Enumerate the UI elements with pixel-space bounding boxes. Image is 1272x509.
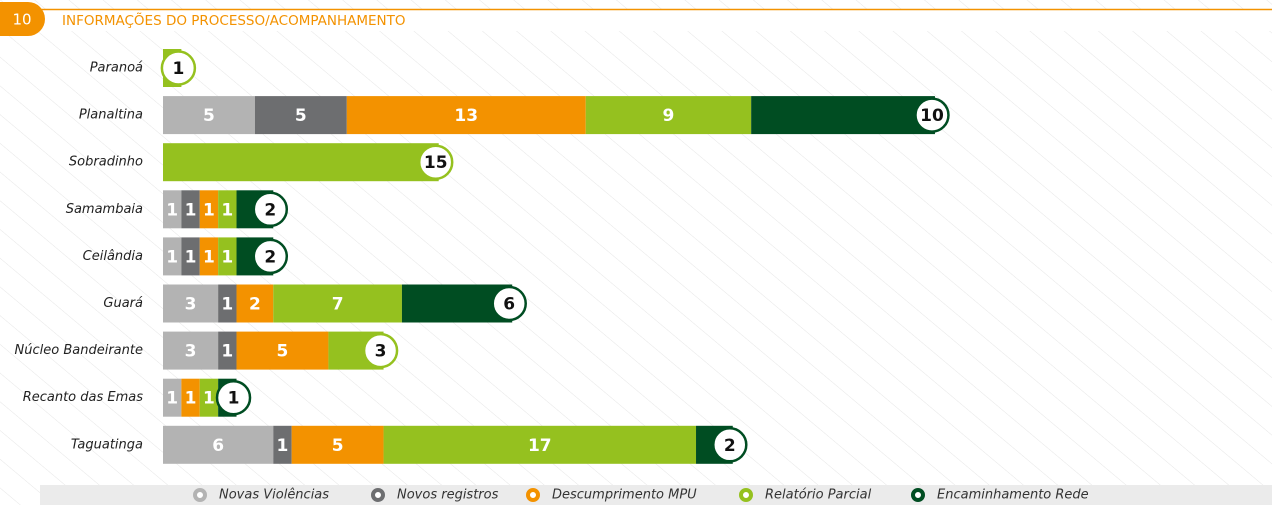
data-label: 2: [264, 247, 276, 267]
legend-marker: [911, 488, 925, 502]
data-label: 5: [295, 106, 307, 126]
bar-segment: [163, 425, 274, 464]
bar-segment: [383, 425, 697, 464]
legend-marker: [526, 488, 540, 502]
bar-segment: [163, 190, 182, 229]
section-number: 10: [12, 11, 31, 29]
bar-segment: [236, 284, 274, 323]
data-label: 1: [185, 200, 197, 220]
category-label: Planaltina: [79, 108, 143, 123]
data-label: 1: [221, 200, 233, 220]
data-label: 1: [166, 200, 178, 220]
legend-label: Relatório Parcial: [765, 488, 872, 503]
category-label: Sobradinho: [69, 155, 143, 170]
data-label: 2: [724, 436, 736, 456]
bar-segment: [346, 96, 586, 135]
data-label: 1: [203, 200, 215, 220]
bar-segment: [199, 190, 219, 229]
bar-segment: [273, 284, 402, 323]
data-label: 1: [221, 342, 233, 362]
header-bg: [0, 9, 1272, 31]
bar-segment: [163, 378, 182, 417]
bar-segment: [218, 190, 237, 229]
legend-marker: [739, 488, 753, 502]
data-label: 1: [185, 247, 197, 267]
value-badge: [491, 285, 527, 322]
data-label: 2: [264, 200, 276, 220]
legend-marker: [371, 488, 385, 502]
section-badge: [0, 2, 45, 36]
bar-segment: [163, 331, 219, 370]
data-label: 1: [172, 59, 184, 79]
bar-segment: [236, 331, 329, 370]
category-label: Paranoá: [90, 61, 143, 76]
data-label: 13: [454, 106, 478, 126]
data-label: 5: [332, 436, 344, 456]
data-label: 15: [424, 153, 448, 173]
bar-segment: [273, 425, 292, 464]
legend-label: Encaminhamento Rede: [937, 488, 1089, 503]
data-label: 6: [212, 436, 224, 456]
data-label: 1: [166, 247, 178, 267]
data-label: 5: [277, 342, 289, 362]
value-badge: [252, 191, 289, 228]
data-label: 3: [375, 342, 387, 362]
bar-segment: [218, 331, 237, 370]
bar-segment: [199, 237, 219, 276]
data-label: 2: [249, 295, 261, 315]
data-label: 1: [221, 295, 233, 315]
bar-segment: [163, 96, 255, 135]
legend-marker: [193, 488, 207, 502]
category-label: Núcleo Bandeirante: [15, 343, 143, 358]
data-label: 1: [203, 247, 215, 267]
data-label: 17: [528, 436, 552, 456]
category-label: Recanto das Emas: [23, 390, 144, 405]
legend-label: Novos registros: [397, 488, 499, 503]
chart-title: INFORMAÇÕES DO PROCESSO/ACOMPANHAMENTO: [62, 12, 406, 29]
legend-bg: [40, 485, 1272, 505]
bar-segment: [163, 143, 439, 182]
bar-segment: [585, 96, 752, 135]
bar-segment: [291, 425, 384, 464]
bar-segment: [218, 284, 237, 323]
value-badge: [362, 332, 399, 369]
bar-segment: [163, 237, 182, 276]
value-badge: [160, 50, 197, 86]
data-label: 6: [503, 295, 515, 315]
bar-segment: [218, 237, 237, 276]
data-label: 10: [920, 106, 944, 126]
bar-segment: [181, 237, 200, 276]
value-badge: [712, 427, 748, 463]
category-label: Guará: [103, 296, 143, 311]
bar-segment: [199, 378, 219, 417]
data-label: 9: [663, 106, 675, 126]
category-label: Samambaia: [66, 202, 143, 217]
bar-segment: [181, 378, 200, 417]
bar-segment: [751, 96, 935, 135]
data-label: 7: [332, 295, 344, 315]
value-badge: [215, 379, 252, 416]
category-label: Ceilândia: [83, 249, 143, 264]
data-label: 1: [228, 389, 240, 409]
value-badge: [252, 238, 289, 275]
data-label: 1: [185, 389, 197, 409]
legend-label: Novas Violências: [219, 488, 329, 503]
data-label: 5: [203, 106, 215, 126]
bar-segment: [181, 190, 200, 229]
bar-segment: [163, 284, 219, 323]
data-label: 1: [221, 247, 233, 267]
value-badge: [914, 97, 950, 133]
data-label: 3: [185, 342, 197, 362]
data-label: 3: [185, 295, 197, 315]
data-label: 1: [277, 436, 289, 456]
category-label: Taguatinga: [71, 437, 143, 452]
data-label: 1: [203, 389, 215, 409]
legend-label: Descumprimento MPU: [552, 488, 697, 503]
bar-segment: [254, 96, 347, 135]
data-label: 1: [166, 389, 178, 409]
value-badge: [417, 144, 454, 180]
